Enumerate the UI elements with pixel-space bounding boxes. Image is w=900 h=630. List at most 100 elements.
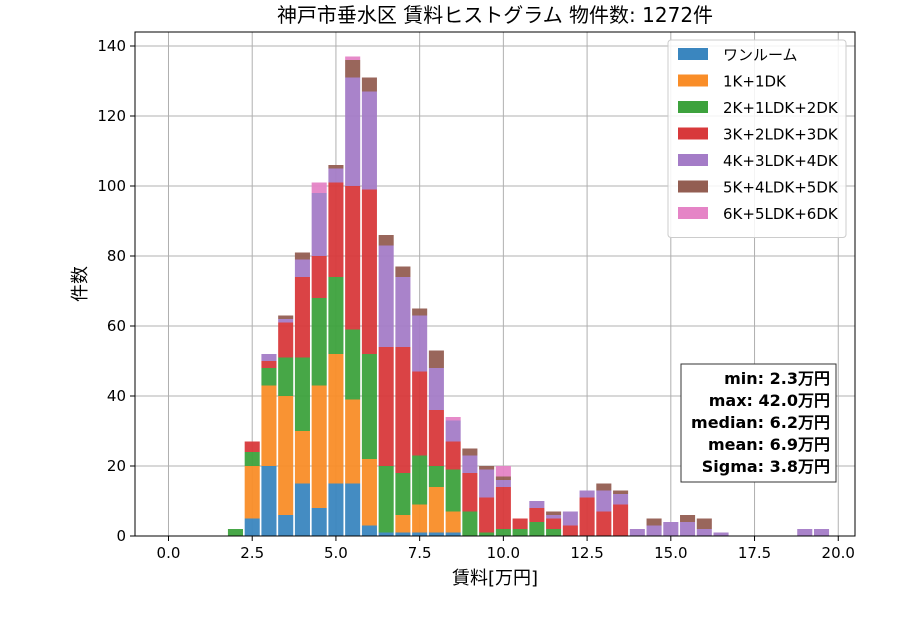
bar-segment — [696, 518, 712, 529]
legend-swatch — [678, 127, 708, 140]
bar-segment — [378, 532, 394, 536]
bar-segment — [495, 476, 511, 480]
bar-segment — [445, 420, 461, 442]
bar-segment — [428, 487, 444, 533]
bar-segment — [345, 329, 361, 400]
bar-segment — [412, 315, 428, 372]
legend-label: 1K+1DK — [723, 73, 787, 91]
bar-segment — [328, 483, 344, 536]
stats-mean: mean: 6.9万円 — [708, 435, 830, 454]
bar-segment — [345, 399, 361, 484]
y-tick-label: 60 — [107, 317, 126, 335]
bar-segment — [328, 165, 344, 169]
legend-label: ワンルーム — [723, 46, 798, 64]
bar-segment — [378, 245, 394, 347]
bar-segment — [345, 56, 361, 60]
plot-frame — [134, 31, 856, 537]
bar-segment — [345, 77, 361, 186]
bar-segment — [428, 466, 444, 487]
bar-segment — [412, 532, 428, 536]
x-tick-label: 15.0 — [654, 544, 687, 562]
bar-segment — [311, 298, 327, 386]
bar-segment — [378, 347, 394, 466]
y-axis-label: 件数 — [70, 266, 91, 302]
bar-segment — [227, 529, 243, 536]
bar-segment — [412, 504, 428, 533]
bar-segment — [412, 455, 428, 505]
y-tick-label: 120 — [97, 107, 126, 125]
bar-segment — [479, 532, 495, 536]
stats-box: min: 2.3万円 max: 42.0万円 median: 6.2万円 mea… — [680, 363, 837, 483]
bar-segment — [345, 186, 361, 330]
bar-segment — [529, 501, 545, 508]
bar-segment — [278, 319, 294, 323]
bar-segment — [395, 347, 411, 473]
bar-segment — [294, 259, 310, 277]
bar-segment — [278, 322, 294, 358]
bar-segment — [328, 182, 344, 277]
bar-segment — [479, 466, 495, 470]
legend: ワンルーム 1K+1DK 2K+1LDK+2DK 3K+2LDK+3DK 4K+3LDK… — [667, 39, 847, 238]
bar-segment — [311, 385, 327, 508]
bar-segment — [579, 497, 595, 536]
bar-segment — [495, 529, 511, 536]
bar-segment — [294, 483, 310, 536]
bar-segment — [428, 368, 444, 410]
bar-segment — [395, 473, 411, 515]
bar-segment — [613, 504, 629, 536]
legend-label: 6K+5LDK+6DK — [723, 205, 839, 223]
bar-segment — [696, 529, 712, 536]
bar-segment — [562, 525, 578, 536]
bar-segment — [395, 277, 411, 347]
bar-segment — [462, 511, 478, 536]
bar-segment — [294, 431, 310, 484]
bar-segment — [361, 77, 377, 92]
bar-segment — [445, 511, 461, 533]
bar-segment — [546, 518, 562, 529]
bar-segment — [328, 168, 344, 183]
bar-segment — [713, 532, 729, 536]
bar-segment — [428, 410, 444, 466]
x-tick-label: 20.0 — [822, 544, 855, 562]
legend-swatch — [678, 180, 708, 193]
bar-segment — [361, 525, 377, 536]
bar-segment — [244, 441, 260, 452]
y-tick-label: 100 — [97, 177, 126, 195]
bar-segment — [294, 277, 310, 358]
x-tick-label: 7.5 — [408, 544, 432, 562]
bar-segment — [244, 466, 260, 519]
bar-segment — [797, 529, 813, 536]
bar-segment — [596, 511, 612, 536]
bar-segment — [512, 529, 528, 536]
bar-segment — [378, 235, 394, 246]
bar-segment — [278, 396, 294, 515]
bar-segment — [244, 452, 260, 466]
bar-segment — [261, 368, 277, 386]
legend-swatch — [678, 154, 708, 166]
legend-swatch — [678, 207, 708, 219]
bar-segment — [629, 529, 645, 536]
bar-segment — [445, 469, 461, 512]
bar-segment — [479, 469, 495, 498]
bar-segment — [361, 189, 377, 354]
bar-segment — [361, 354, 377, 459]
y-tick-label: 0 — [116, 527, 126, 545]
bar-segment — [261, 361, 277, 368]
bar-segment — [311, 256, 327, 298]
stats-median: median: 6.2万円 — [691, 413, 830, 432]
bar-segment — [428, 350, 444, 368]
bar-segment — [294, 357, 310, 431]
legend-label: 5K+4LDK+5DK — [723, 179, 839, 197]
bar-segment — [278, 515, 294, 536]
legend-label: 4K+3LDK+4DK — [723, 152, 839, 170]
bar-segment — [462, 473, 478, 512]
bar-segment — [546, 515, 562, 519]
bar-segment — [495, 480, 511, 487]
bar-segment — [361, 91, 377, 190]
bar-segment — [512, 518, 528, 529]
bar-segment — [395, 515, 411, 533]
bar-segment — [445, 532, 461, 536]
legend-label: 2K+1LDK+2DK — [723, 99, 839, 117]
y-tick-label: 40 — [107, 387, 126, 405]
bar-segment — [546, 511, 562, 515]
